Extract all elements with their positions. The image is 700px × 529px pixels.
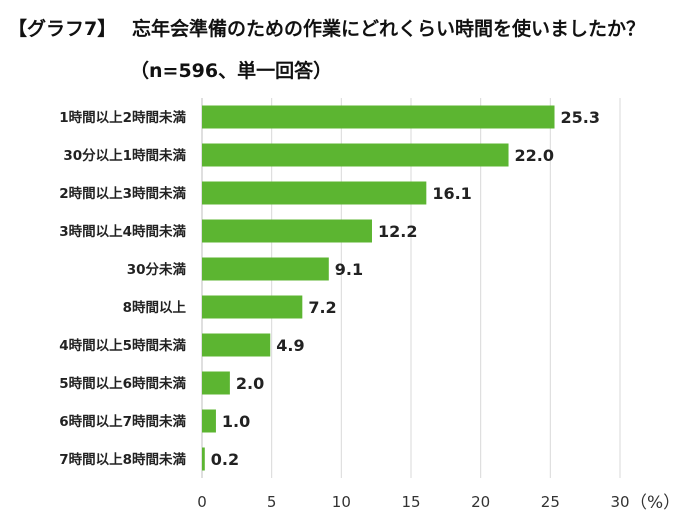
- bar: [202, 409, 216, 433]
- bar: [202, 143, 509, 167]
- x-tick-label: 20: [471, 493, 490, 511]
- x-tick-label: 0: [197, 493, 207, 511]
- x-tick-label: 30: [610, 493, 629, 511]
- value-label: 7.2: [308, 298, 336, 317]
- bar: [202, 105, 555, 129]
- value-label: 4.9: [276, 336, 304, 355]
- chart-header: 【グラフ7】 忘年会準備のための作業にどれくらい時間を使いましたか？ （n=59…: [0, 0, 700, 95]
- x-tick-label: 10: [332, 493, 351, 511]
- category-label: 7時間以上8時間未満: [59, 451, 186, 468]
- value-label: 16.1: [432, 184, 471, 203]
- bar: [202, 333, 271, 357]
- bar: [202, 257, 329, 281]
- value-label: 22.0: [515, 146, 554, 165]
- category-label: 30分未満: [127, 261, 187, 278]
- x-tick-label: 15: [401, 493, 420, 511]
- value-label: 2.0: [236, 374, 264, 393]
- category-label: 1時間以上2時間未満: [59, 109, 186, 126]
- bar: [202, 219, 372, 243]
- value-label: 1.0: [222, 412, 250, 431]
- bar: [202, 447, 205, 471]
- category-label: 6時間以上7時間未満: [59, 413, 186, 430]
- x-tick-label: 5: [267, 493, 277, 511]
- category-label: 4時間以上5時間未満: [59, 337, 186, 354]
- value-label: 9.1: [335, 260, 363, 279]
- bar: [202, 295, 303, 319]
- category-label: 30分以上1時間未満: [63, 147, 186, 164]
- category-label: 5時間以上6時間未満: [59, 375, 186, 392]
- category-label: 3時間以上4時間未満: [59, 223, 186, 240]
- category-label: 2時間以上3時間未満: [59, 185, 186, 202]
- bar: [202, 181, 427, 205]
- graph-tag: 【グラフ7】: [8, 18, 117, 40]
- bar: [202, 371, 230, 395]
- value-label: 12.2: [378, 222, 417, 241]
- chart-subtitle: （n=596、単一回答）: [130, 60, 333, 82]
- x-tick-label: 25: [541, 493, 560, 511]
- value-label: 0.2: [211, 450, 239, 469]
- x-unit-label: （%）: [630, 493, 680, 513]
- category-label: 8時間以上: [123, 299, 187, 316]
- value-label: 25.3: [561, 108, 600, 127]
- chart-title: 忘年会準備のための作業にどれくらい時間を使いましたか？: [132, 18, 646, 40]
